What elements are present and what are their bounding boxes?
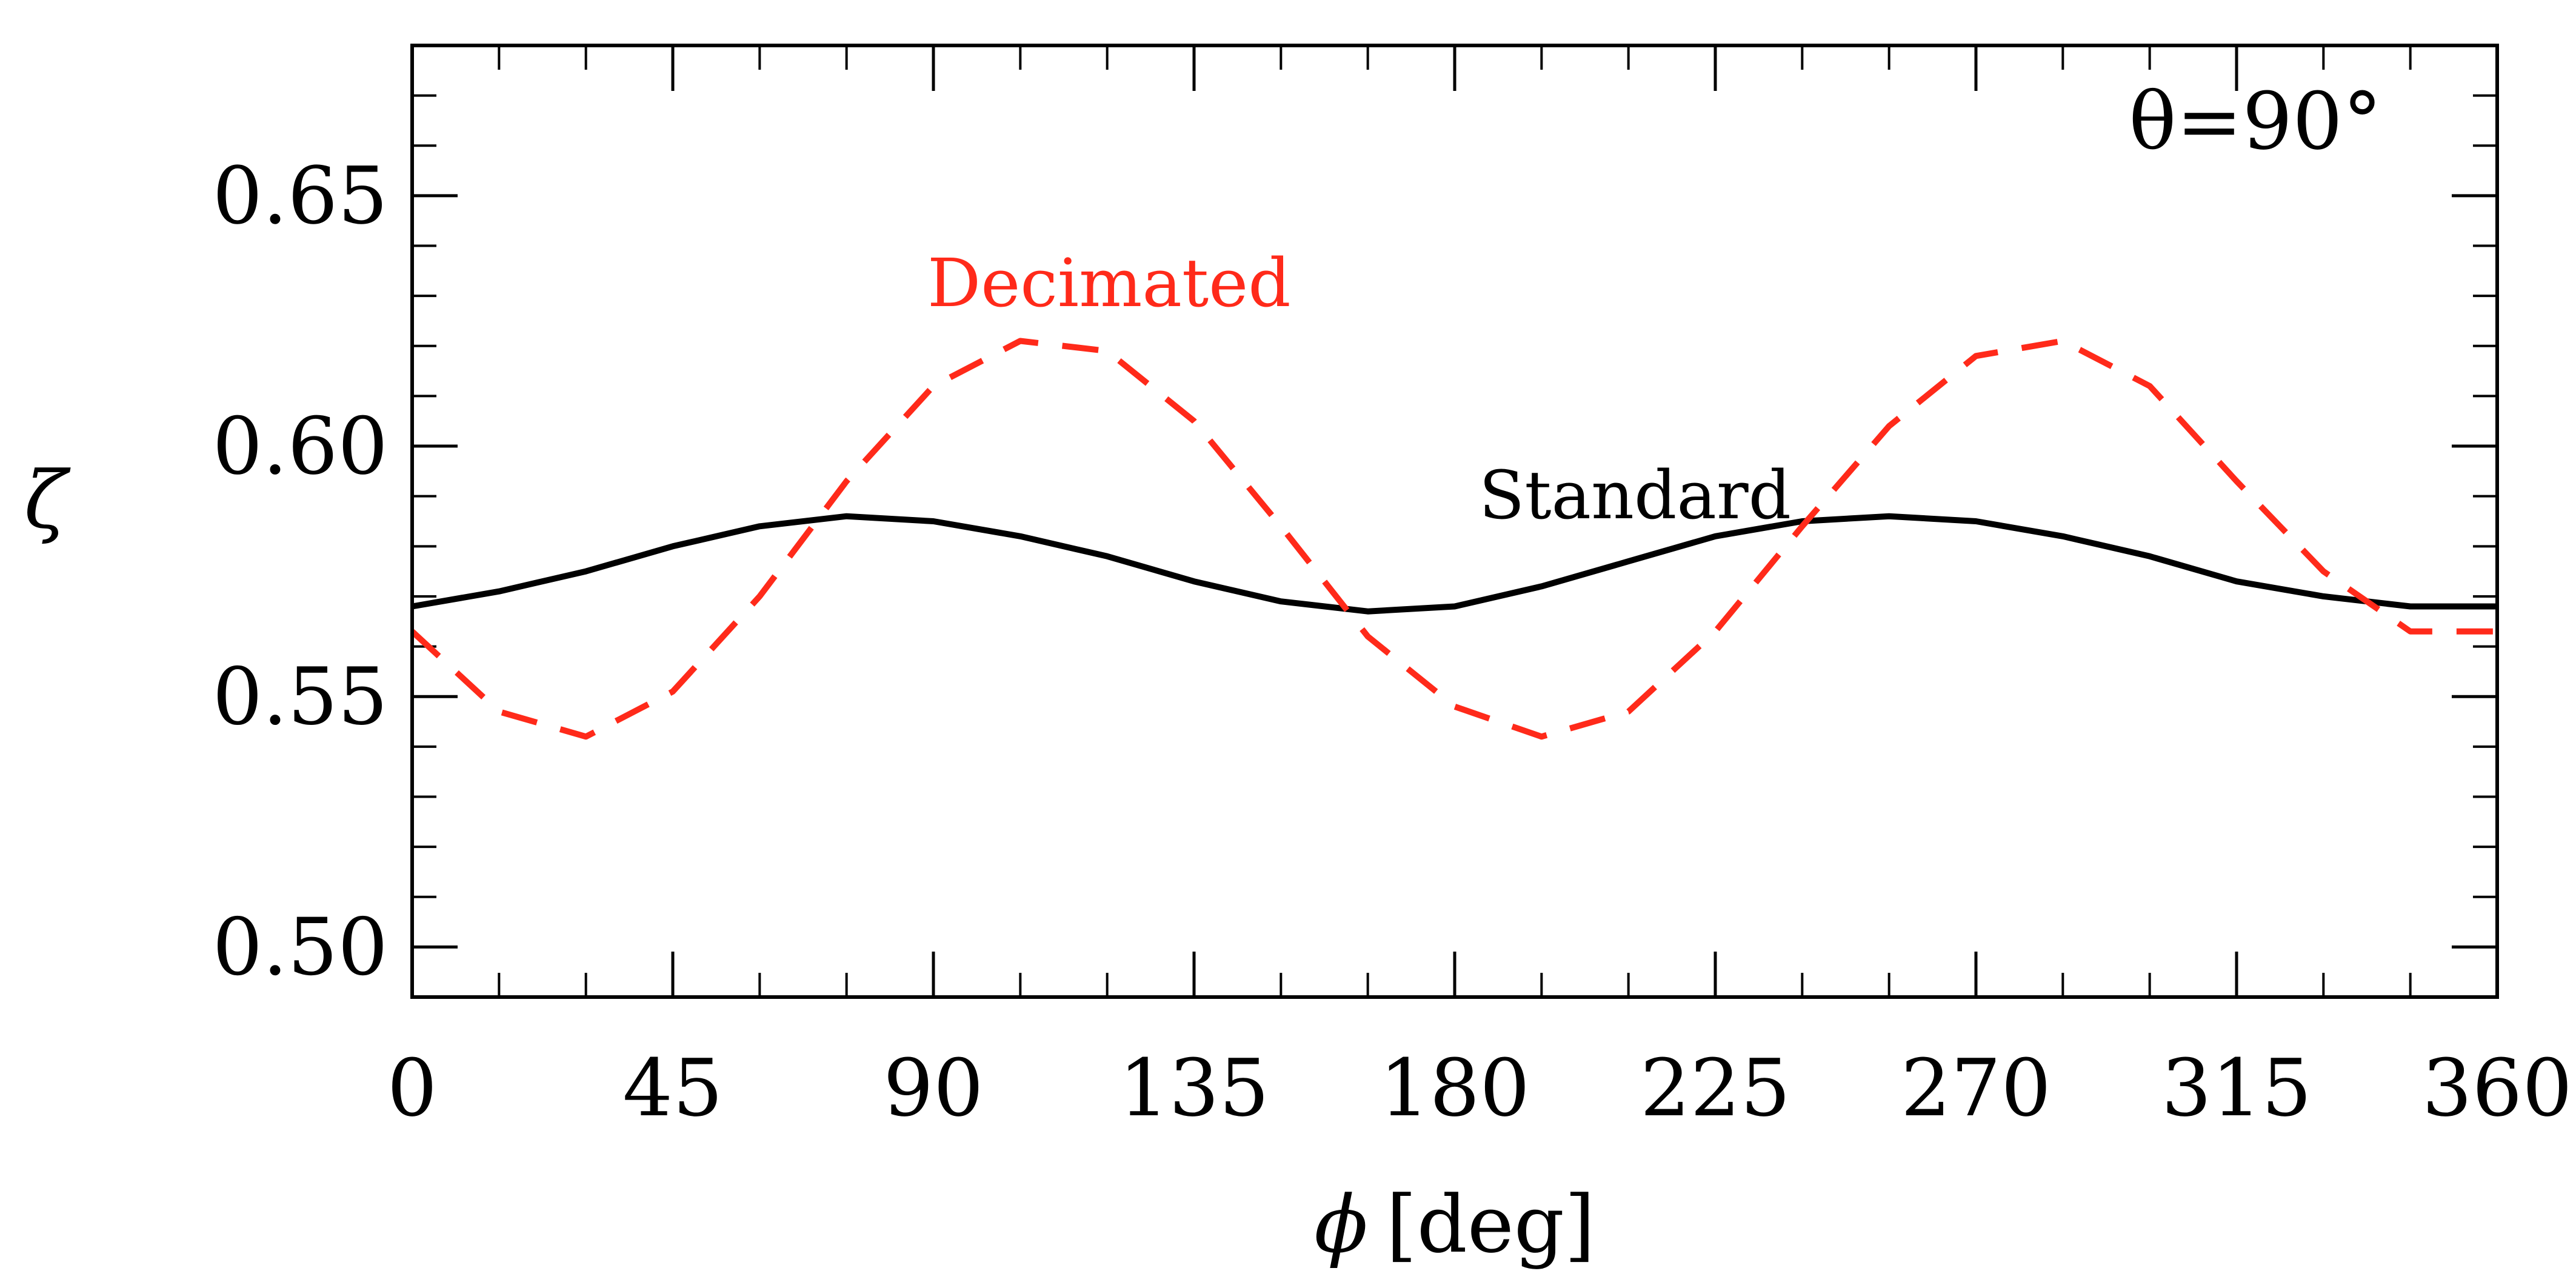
x-tick-label: 90: [883, 1042, 983, 1134]
x-tick-label: 360: [2422, 1042, 2572, 1134]
y-tick-label: 0.60: [213, 400, 388, 492]
x-tick-label: 180: [1380, 1042, 1530, 1134]
panel-annotation: θ=90°: [2129, 75, 2382, 167]
y-tick-label: 0.65: [213, 150, 388, 242]
series-line-decimated: [410, 338, 2497, 740]
plot-frame: [410, 44, 2499, 999]
x-tick-label: 315: [2161, 1042, 2312, 1134]
x-tick-label: 135: [1119, 1042, 1269, 1134]
series-layer: [410, 338, 2497, 740]
x-tick-label: 0: [387, 1042, 438, 1134]
labels: 0 45 90 135 180 225 270 315 360 0.50 0.55 0.60 0.65 S…: [213, 150, 2573, 1134]
y-axis-title: ζ: [24, 454, 71, 546]
x-axis-unit: [deg]: [1386, 1178, 1595, 1270]
y-tick-label: 0.55: [213, 650, 388, 742]
series-label-decimated: Decimated: [927, 244, 1291, 322]
y-tick-label: 0.50: [213, 901, 388, 993]
x-axis-title: ϕ [deg]: [1314, 1178, 1595, 1270]
x-tick-label: 45: [622, 1042, 722, 1134]
series-line-standard: [412, 513, 2497, 615]
x-tick-label: 270: [1901, 1042, 2051, 1134]
ticks: [410, 44, 2499, 997]
x-tick-label: 225: [1640, 1042, 1790, 1134]
series-label-standard: Standard: [1479, 456, 1791, 534]
x-axis-symbol: ϕ: [1314, 1178, 1368, 1270]
